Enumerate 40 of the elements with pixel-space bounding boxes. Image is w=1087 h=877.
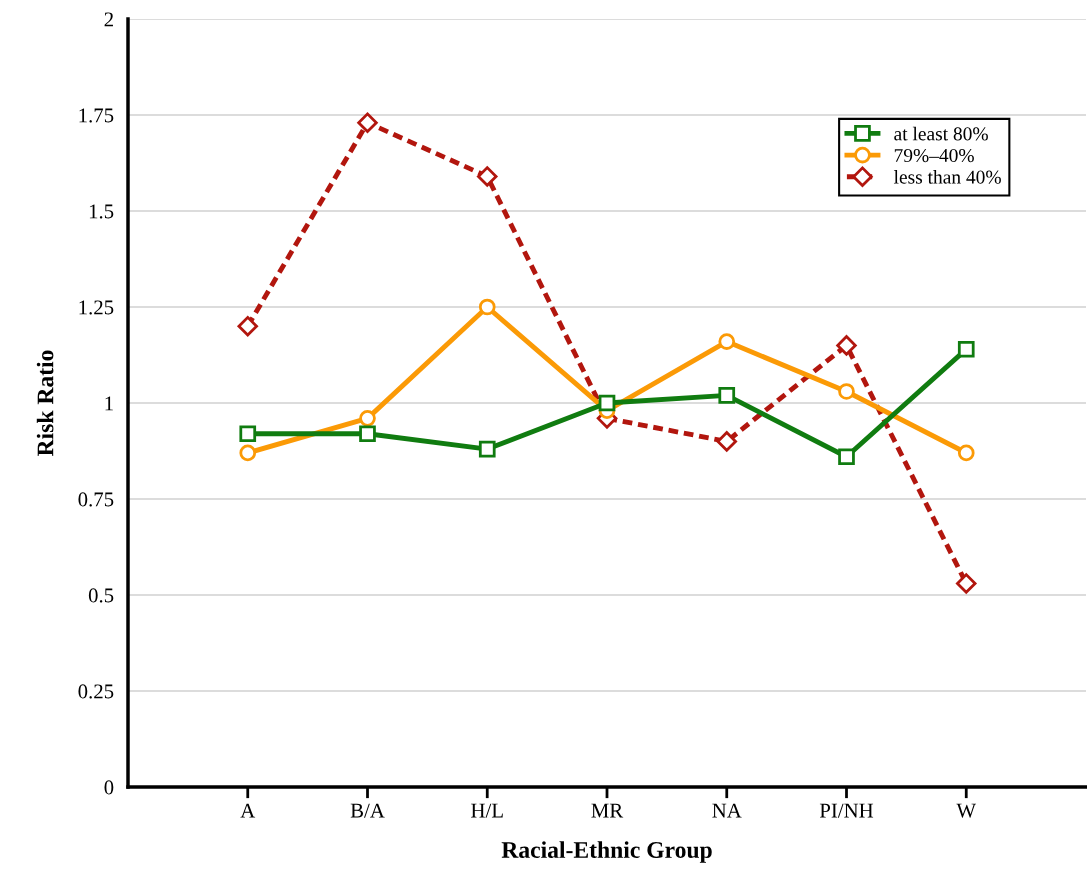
legend-label: at least 80% bbox=[894, 126, 988, 141]
y-axis-title: Risk Ratio bbox=[36, 350, 54, 457]
x-axis-title: Racial-Ethnic Group bbox=[501, 841, 712, 863]
point bbox=[957, 340, 975, 358]
point bbox=[838, 448, 855, 466]
x-tick-label: W bbox=[956, 803, 977, 818]
point bbox=[359, 410, 376, 427]
point bbox=[478, 298, 496, 316]
y-tick-label: 0 bbox=[104, 780, 114, 795]
legend-label: less than 40% bbox=[893, 170, 1001, 184]
x-tick-label: MR bbox=[591, 803, 624, 818]
x-tick-label: H/L bbox=[471, 803, 503, 818]
point bbox=[239, 425, 257, 443]
y-tick-label: 0.5 bbox=[88, 588, 114, 603]
point bbox=[718, 333, 736, 350]
y-tick-label: 1.5 bbox=[89, 204, 114, 219]
x-tick-label: PI/NH bbox=[819, 803, 874, 818]
point bbox=[359, 425, 376, 443]
point bbox=[716, 431, 737, 452]
y-tick-label: 1.25 bbox=[79, 300, 114, 315]
point bbox=[718, 386, 736, 404]
y-tick-label: 1.75 bbox=[79, 108, 114, 123]
y-tick-label: 0.75 bbox=[78, 492, 114, 507]
point bbox=[957, 444, 975, 462]
point bbox=[598, 394, 616, 412]
point bbox=[836, 335, 857, 356]
point bbox=[478, 440, 496, 458]
y-tick-label: 0.25 bbox=[78, 684, 114, 699]
x-tick-label: A bbox=[240, 803, 256, 818]
point bbox=[237, 315, 258, 337]
point bbox=[956, 573, 977, 594]
legend-label: 79%–40% bbox=[894, 148, 974, 163]
y-tick-label: 1 bbox=[105, 396, 113, 411]
point bbox=[477, 166, 498, 187]
x-tick-label: B/A bbox=[350, 803, 385, 818]
x-tick-label: NA bbox=[712, 803, 742, 818]
point bbox=[357, 112, 378, 133]
point bbox=[838, 383, 855, 400]
point bbox=[239, 444, 257, 462]
y-tick-label: 2 bbox=[104, 12, 113, 27]
